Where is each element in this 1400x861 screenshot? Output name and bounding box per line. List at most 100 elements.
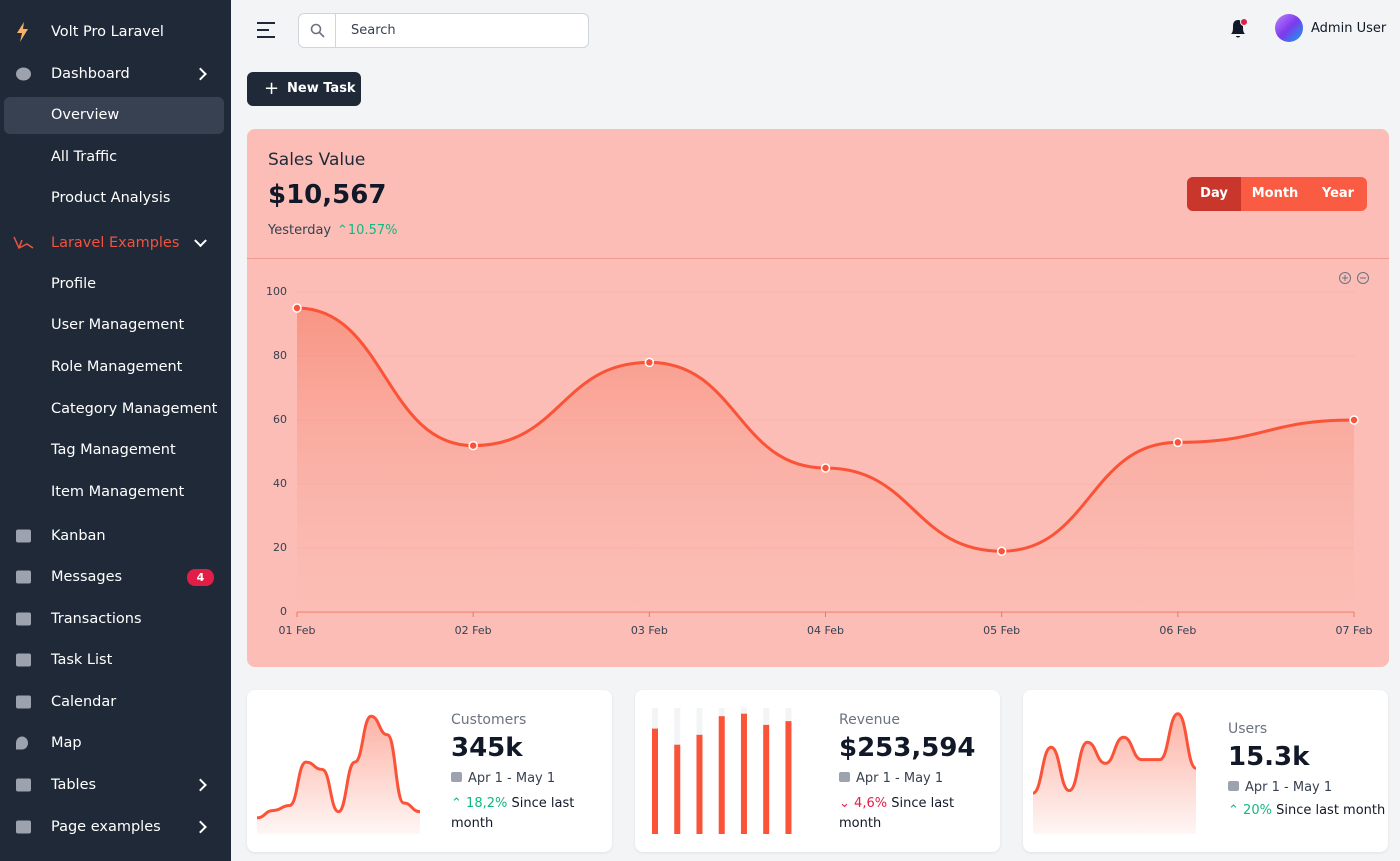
icon [16, 820, 31, 834]
date: Apr 1 - May 1 [468, 771, 556, 786]
chevron [194, 67, 207, 81]
change-value: 18,2% [466, 796, 508, 811]
change-text: Since last month [839, 796, 955, 831]
brand[interactable]: Volt Pro Laravel [51, 24, 164, 40]
nav-item[interactable]: Tag Management [51, 442, 176, 458]
point [644, 357, 655, 368]
y-tick-label: 80 [273, 349, 287, 362]
stat-card: Customers 345k Apr 1 - May 1 ⌃ 18,2% Sin… [247, 690, 612, 852]
user-name[interactable]: Admin User [1311, 21, 1387, 36]
nav-item[interactable]: Calendar [51, 694, 117, 710]
point [820, 463, 831, 473]
x-tick-label: 01 Feb [279, 624, 316, 637]
x-tick-label: 04 Feb [807, 624, 844, 637]
tab[interactable]: Month [1251, 186, 1299, 201]
zoom-controls[interactable] [1339, 272, 1369, 284]
stat-change: ⌃ 18,2% Since last month [451, 796, 575, 831]
bar [763, 724, 770, 834]
nav-item[interactable]: All Traffic [51, 149, 118, 165]
nav-item[interactable]: Map [51, 735, 82, 751]
icon [16, 695, 31, 709]
y-tick-label: 20 [273, 541, 287, 554]
nav-item[interactable]: Role Management [51, 359, 183, 375]
point [1349, 415, 1359, 425]
sales-value: $10,567 [268, 180, 387, 210]
point [996, 546, 1007, 556]
nav-item[interactable]: Task List [51, 652, 113, 668]
date-range: Apr 1 - May 1 [839, 771, 943, 786]
y-tick-label: 0 [280, 605, 287, 618]
stat-change: ⌃ 20% Since last month [1228, 803, 1386, 818]
date: Apr 1 - May 1 [856, 771, 944, 786]
nav-item[interactable]: Category Management [51, 401, 218, 417]
stat-value: 345k [451, 733, 523, 763]
notifications[interactable] [1228, 17, 1250, 41]
nav-item[interactable]: Profile [51, 276, 97, 292]
icon [16, 653, 31, 667]
x-tick-label: 03 Feb [631, 624, 668, 637]
nav-item[interactable]: Transactions [51, 611, 142, 627]
divider [335, 14, 336, 47]
y-tick-label: 100 [266, 285, 287, 298]
chevron [194, 820, 207, 834]
icon [16, 736, 28, 750]
brand-icon [17, 22, 28, 42]
change-value: 4,6% [854, 796, 888, 811]
icon [16, 570, 31, 584]
bar [740, 713, 747, 834]
sparkline [652, 708, 792, 834]
nav-item[interactable]: Dashboard [51, 66, 130, 82]
tab[interactable]: Day [1187, 177, 1241, 211]
line [1032, 712, 1197, 795]
period-tabs: Day Month Year [1187, 177, 1367, 211]
nav-item[interactable]: Kanban [51, 528, 106, 544]
x-tick-label: 07 Feb [1336, 624, 1373, 637]
x-tick-label: 02 Feb [455, 624, 492, 637]
period: Yesterday [268, 223, 332, 238]
card-title: Sales Value [268, 150, 366, 170]
point [1173, 437, 1183, 448]
point [292, 303, 302, 313]
icon [16, 529, 31, 543]
search-box[interactable]: Search [298, 13, 589, 48]
area [257, 716, 420, 834]
nav-item[interactable]: Tables [51, 777, 97, 793]
bar [718, 716, 725, 834]
sales-chart: 0 20 40 60 80 100 01 Feb 02 Feb 03 Feb 04 Feb 05 F… [266, 272, 1373, 637]
badge: 4 [187, 569, 214, 586]
tab[interactable]: Year [1321, 186, 1355, 201]
active-highlight [4, 97, 224, 134]
button-label: New Task [287, 81, 356, 96]
point [468, 440, 478, 451]
sparkline [256, 714, 421, 834]
avatar[interactable] [1275, 14, 1303, 42]
x-tick-label: 05 Feb [983, 624, 1020, 637]
nav-item[interactable]: Messages [51, 569, 123, 585]
icon [13, 236, 34, 250]
y-tick-label: 40 [273, 477, 287, 490]
date: Apr 1 - May 1 [1245, 780, 1333, 795]
nav-item[interactable]: User Management [51, 317, 185, 333]
stat-value: 15.3k [1228, 742, 1310, 772]
bar [696, 734, 703, 834]
x-tick-label: 06 Feb [1159, 624, 1196, 637]
nav-item[interactable]: Overview [51, 107, 120, 123]
nav-item[interactable]: Product Analysis [51, 190, 171, 206]
icon [16, 612, 31, 626]
change-value: 20% [1243, 803, 1272, 818]
change-value: 10.57% [347, 223, 398, 238]
nav-item[interactable]: Page examples [51, 819, 161, 835]
stat-change: ⌄ 4,6% Since last month [839, 796, 955, 831]
y-tick-label: 60 [273, 413, 287, 426]
menu-toggle[interactable] [256, 21, 276, 39]
chevron [194, 778, 207, 792]
sidebar: Volt Pro Laravel Dashboard Overview All … [0, 0, 231, 861]
bar [652, 728, 658, 834]
search-placeholder: Search [351, 23, 396, 38]
nav-item[interactable]: Laravel Examples [51, 235, 180, 251]
bar [785, 721, 792, 834]
stat-title: Users [1228, 721, 1268, 737]
line [256, 714, 421, 820]
new-task-button[interactable]: + New Task [247, 72, 361, 106]
nav-item[interactable]: Item Management [51, 484, 185, 500]
